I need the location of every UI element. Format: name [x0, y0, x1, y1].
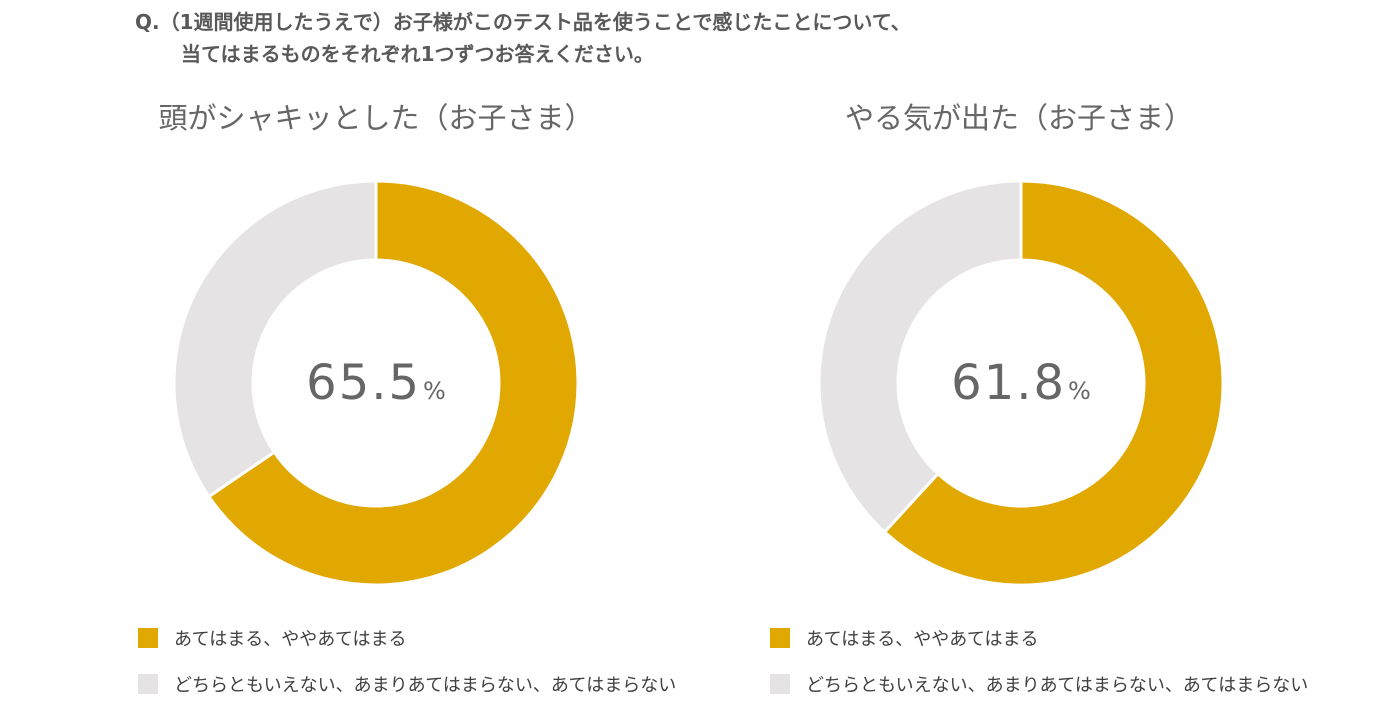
- chart-2-legend: あてはまる、ややあてはまる どちらともいえない、あまりあてはまらない、あてはまら…: [770, 628, 1308, 720]
- chart-1-legend: あてはまる、ややあてはまる どちらともいえない、あまりあてはまらない、あてはまら…: [138, 628, 676, 720]
- chart-1-slice-agree: [206, 179, 580, 587]
- chart-1-legend-item-other: どちらともいえない、あまりあてはまらない、あてはまらない: [138, 674, 677, 696]
- chart-2-slice-other: [817, 179, 1023, 535]
- chart-2-slice-agree: [882, 179, 1225, 587]
- chart-1-center: 65.5 %: [171, 178, 581, 588]
- question-text: Q.（1週間使用したうえで）お子様がこのテスト品を使うことで感じたことについて、…: [135, 6, 911, 70]
- chart-1-slice-other: [172, 179, 378, 499]
- chart-1-svg: [172, 179, 580, 587]
- chart-1-center-value: 65.5: [306, 355, 422, 411]
- chart-1-center-unit: %: [423, 377, 446, 405]
- chart-2-center-unit: %: [1068, 377, 1091, 405]
- legend-label-agree: あてはまる、ややあてはまる: [174, 629, 407, 650]
- chart-2-donut: 61.8 %: [816, 178, 1226, 588]
- chart-2-legend-item-other: どちらともいえない、あまりあてはまらない、あてはまらない: [770, 674, 1309, 696]
- legend-swatch-other: [138, 674, 158, 694]
- legend-swatch-agree: [770, 628, 790, 648]
- chart-1-donut: 65.5 %: [171, 178, 581, 588]
- chart-2-legend-item-agree: あてはまる、ややあてはまる: [770, 628, 1308, 650]
- chart-1-title: 頭がシャキッとした（お子さま）: [158, 101, 594, 135]
- chart-2-center: 61.8 %: [816, 178, 1226, 588]
- chart-2-title: やる気が出た（お子さま）: [844, 101, 1193, 135]
- chart-2-svg: [817, 179, 1225, 587]
- legend-label-other: どちらともいえない、あまりあてはまらない、あてはまらない: [806, 675, 1309, 696]
- legend-swatch-other: [770, 674, 790, 694]
- question-line-2: 当てはまるものをそれぞれ1つずつお答えください。: [181, 42, 654, 66]
- legend-label-agree: あてはまる、ややあてはまる: [806, 629, 1039, 650]
- chart-2-center-value: 61.8: [951, 355, 1067, 411]
- legend-swatch-agree: [138, 628, 158, 648]
- legend-label-other: どちらともいえない、あまりあてはまらない、あてはまらない: [174, 675, 677, 696]
- chart-1-legend-item-agree: あてはまる、ややあてはまる: [138, 628, 676, 650]
- question-line-1: Q.（1週間使用したうえで）お子様がこのテスト品を使うことで感じたことについて、: [135, 10, 911, 34]
